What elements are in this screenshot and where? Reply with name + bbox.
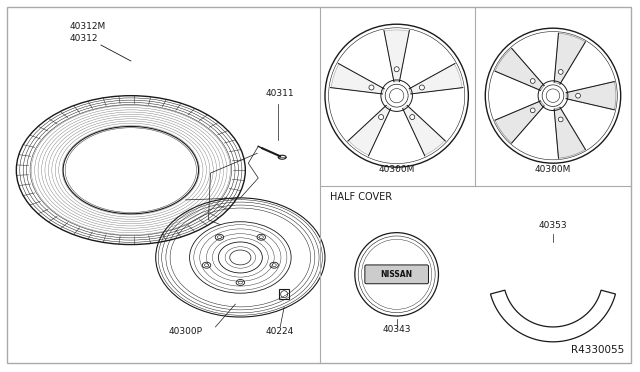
Ellipse shape xyxy=(369,85,374,90)
Ellipse shape xyxy=(394,67,399,72)
Text: 40300P: 40300P xyxy=(168,327,203,336)
Ellipse shape xyxy=(531,78,535,83)
Text: HALF COVER: HALF COVER xyxy=(330,192,392,202)
Text: 40300M: 40300M xyxy=(378,165,415,174)
Polygon shape xyxy=(332,64,384,94)
Ellipse shape xyxy=(575,93,580,98)
Text: 40312: 40312 xyxy=(69,34,97,43)
Ellipse shape xyxy=(558,70,563,74)
Text: NISSAN: NISSAN xyxy=(381,270,413,279)
Polygon shape xyxy=(554,33,586,84)
Polygon shape xyxy=(384,30,409,81)
Text: 40300M: 40300M xyxy=(535,165,571,174)
Ellipse shape xyxy=(410,115,415,119)
Polygon shape xyxy=(554,107,586,158)
Polygon shape xyxy=(495,48,544,90)
Bar xyxy=(279,289,289,299)
Ellipse shape xyxy=(379,115,383,119)
Text: 40343: 40343 xyxy=(383,325,411,334)
Ellipse shape xyxy=(531,108,535,113)
Polygon shape xyxy=(403,105,445,155)
Text: 40224: 40224 xyxy=(266,327,294,336)
Polygon shape xyxy=(495,101,544,143)
Text: 40312M: 40312M xyxy=(69,22,106,31)
FancyBboxPatch shape xyxy=(365,265,428,284)
Polygon shape xyxy=(566,81,616,110)
Text: 40311: 40311 xyxy=(265,89,294,98)
Text: R4330055: R4330055 xyxy=(572,345,625,355)
Text: 40353: 40353 xyxy=(539,221,567,230)
Polygon shape xyxy=(409,64,462,94)
Ellipse shape xyxy=(419,85,424,90)
Ellipse shape xyxy=(558,117,563,122)
Polygon shape xyxy=(348,105,390,155)
